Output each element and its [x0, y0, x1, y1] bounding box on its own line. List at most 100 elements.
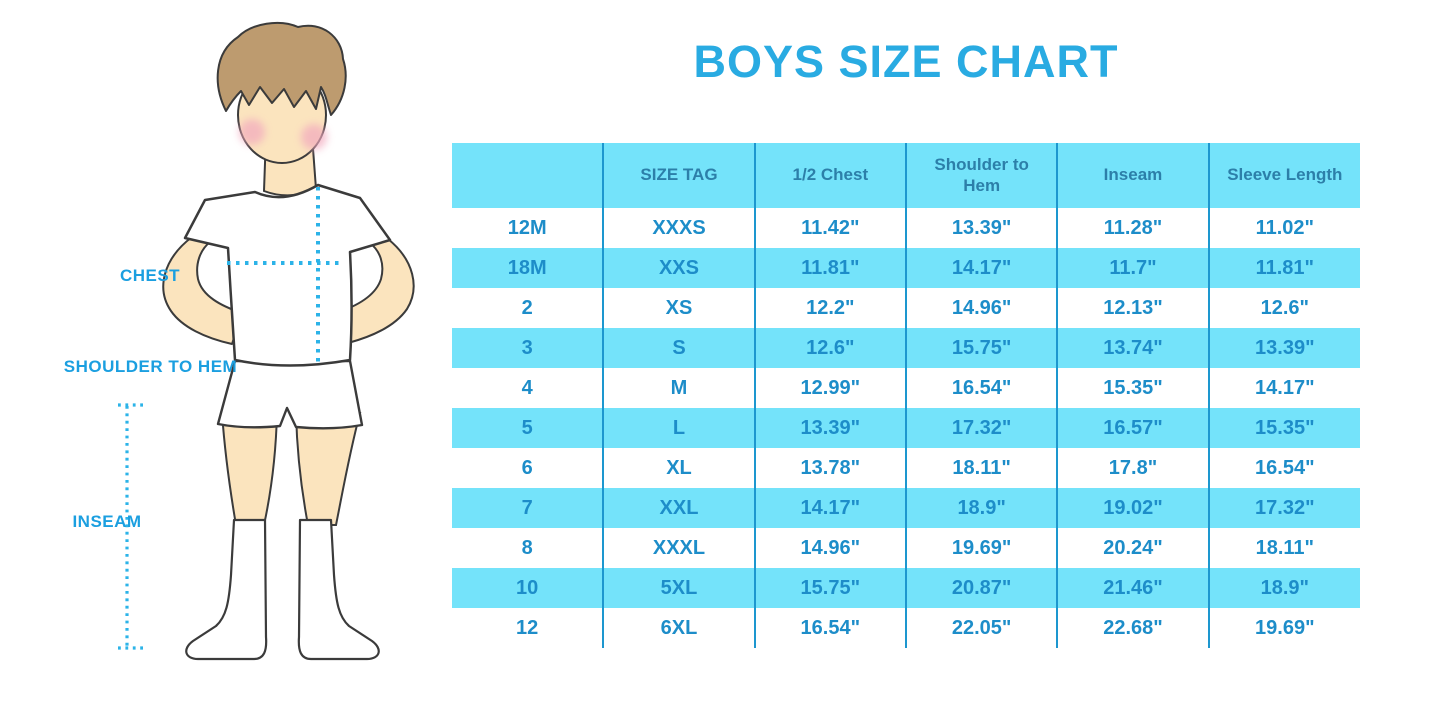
measurement-cell: 12.6" — [753, 328, 906, 368]
table-row-18m: 18M XXS 11.81" 14.17" 11.7" 11.81" — [452, 248, 1360, 288]
measurement-cell: XL — [602, 448, 755, 488]
measurement-cell: 22.68" — [1056, 608, 1209, 648]
size-cell: 2 — [452, 288, 604, 328]
measurement-cell: 14.17" — [753, 488, 906, 528]
size-cell: 10 — [452, 568, 604, 608]
measurement-cell: 22.05" — [904, 608, 1058, 648]
measurement-cell: 11.28" — [1056, 208, 1209, 248]
measurement-cell: XXS — [602, 248, 755, 288]
hair-shape — [216, 21, 347, 116]
cheek-right — [301, 124, 327, 150]
measurement-cell: XXXS — [602, 208, 755, 248]
arm-left — [162, 236, 243, 345]
measurement-cell: 13.39" — [753, 408, 906, 448]
measurement-cell: 13.39" — [904, 208, 1058, 248]
boy-measurement-figure: CHEST SHOULDER TO HEM INSEAM — [30, 15, 430, 675]
measurement-cell: 15.75" — [904, 328, 1058, 368]
measurement-cell: XXL — [602, 488, 755, 528]
measurement-cell: 11.42" — [753, 208, 906, 248]
measurement-cell: 14.17" — [1207, 368, 1360, 408]
measurement-cell: 6XL — [602, 608, 755, 648]
size-cell: 4 — [452, 368, 604, 408]
size-chart-body: 12M XXXS 11.42" 13.39" 11.28" 11.02" 18M XXS 11.… — [452, 208, 1360, 648]
measurement-cell: 11.81" — [1207, 248, 1360, 288]
column-header-shoulder-to-hem: Shoulder to Hem — [904, 143, 1058, 208]
size-cell: 12M — [452, 208, 604, 248]
leg-right — [294, 412, 362, 526]
size-cell: 12 — [452, 608, 604, 648]
measurement-cell: 11.02" — [1207, 208, 1360, 248]
table-row-7: 7 XXL 14.17" 18.9" 19.02" 17.32" — [452, 488, 1360, 528]
measurement-cell: L — [602, 408, 755, 448]
measurement-cell: M — [602, 368, 755, 408]
measurement-cell: 17.32" — [904, 408, 1058, 448]
table-row-6: 6 XL 13.78" 18.11" 17.8" 16.54" — [452, 448, 1360, 488]
measurement-cell: 5XL — [602, 568, 755, 608]
column-header-1-2-chest: 1/2 Chest — [753, 143, 906, 208]
measurement-cell: 16.54" — [904, 368, 1058, 408]
size-cell: 7 — [452, 488, 604, 528]
measurement-cell: 15.75" — [753, 568, 906, 608]
size-cell: 18M — [452, 248, 604, 288]
measurement-cell: 12.99" — [753, 368, 906, 408]
table-row-10: 10 5XL 15.75" 20.87" 21.46" 18.9" — [452, 568, 1360, 608]
measurement-cell: 13.78" — [753, 448, 906, 488]
measurement-cell: 20.24" — [1056, 528, 1209, 568]
column-header-size — [452, 143, 604, 208]
measurement-cell: 18.11" — [1207, 528, 1360, 568]
measurement-cell: 14.96" — [753, 528, 906, 568]
measurement-cell: 11.81" — [753, 248, 906, 288]
shoulder-to-hem-label: SHOULDER TO HEM — [63, 357, 238, 376]
size-cell: 5 — [452, 408, 604, 448]
measurement-cell: 12.6" — [1207, 288, 1360, 328]
measurement-cell: 19.69" — [1207, 608, 1360, 648]
table-row-12m: 12M XXXS 11.42" 13.39" 11.28" 11.02" — [452, 208, 1360, 248]
header-row: SIZE TAG 1/2 Chest Shoulder to Hem Inseam Sl… — [452, 143, 1360, 208]
column-header-size-tag: SIZE TAG — [602, 143, 755, 208]
measurement-cell: 17.32" — [1207, 488, 1360, 528]
measurement-cell: S — [602, 328, 755, 368]
measurement-cell: XS — [602, 288, 755, 328]
measurement-cell: 17.8" — [1056, 448, 1209, 488]
measurement-cell: 16.54" — [753, 608, 906, 648]
boy-illustration — [118, 21, 415, 661]
size-cell: 6 — [452, 448, 604, 488]
table-row-8: 8 XXXL 14.96" 19.69" 20.24" 18.11" — [452, 528, 1360, 568]
table-row-12: 12 6XL 16.54" 22.05" 22.68" 19.69" — [452, 608, 1360, 648]
shirt-shape — [183, 183, 392, 367]
measurement-cell: 18.11" — [904, 448, 1058, 488]
leg-left — [220, 412, 279, 526]
measurement-cell: 18.9" — [904, 488, 1058, 528]
size-cell: 8 — [452, 528, 604, 568]
page-title: BOYS SIZE CHART — [693, 36, 1119, 87]
chest-label: CHEST — [119, 266, 181, 285]
measurement-cell: 14.17" — [904, 248, 1058, 288]
measurement-cell: 16.54" — [1207, 448, 1360, 488]
table-row-2: 2 XS 12.2" 14.96" 12.13" 12.6" — [452, 288, 1360, 328]
measurement-cell: 12.13" — [1056, 288, 1209, 328]
measurement-cell: 18.9" — [1207, 568, 1360, 608]
measurement-cell: 16.57" — [1056, 408, 1209, 448]
measurement-cell: 13.74" — [1056, 328, 1209, 368]
measurement-cell: 11.7" — [1056, 248, 1209, 288]
table-row-5: 5 L 13.39" 17.32" 16.57" 15.35" — [452, 408, 1360, 448]
measurement-cell: 12.2" — [753, 288, 906, 328]
measurement-cell: XXXL — [602, 528, 755, 568]
size-cell: 3 — [452, 328, 604, 368]
measurement-cell: 20.87" — [904, 568, 1058, 608]
size-chart-table: SIZE TAG 1/2 Chest Shoulder to Hem Inseam Sl… — [452, 143, 1360, 648]
size-chart-header: SIZE TAG 1/2 Chest Shoulder to Hem Inseam Sl… — [452, 143, 1360, 208]
sock-right — [297, 518, 380, 661]
measurement-cell: 21.46" — [1056, 568, 1209, 608]
measurement-cell: 13.39" — [1207, 328, 1360, 368]
sock-left — [185, 518, 268, 661]
column-header-inseam: Inseam — [1056, 143, 1209, 208]
measurement-cell: 15.35" — [1056, 368, 1209, 408]
measurement-cell: 19.02" — [1056, 488, 1209, 528]
table-row-3: 3 S 12.6" 15.75" 13.74" 13.39" — [452, 328, 1360, 368]
table-row-4: 4 M 12.99" 16.54" 15.35" 14.17" — [452, 368, 1360, 408]
measurement-cell: 19.69" — [904, 528, 1058, 568]
shorts-shape — [216, 359, 364, 430]
column-header-sleeve-length: Sleeve Length — [1207, 143, 1360, 208]
cheek-left — [239, 119, 265, 145]
